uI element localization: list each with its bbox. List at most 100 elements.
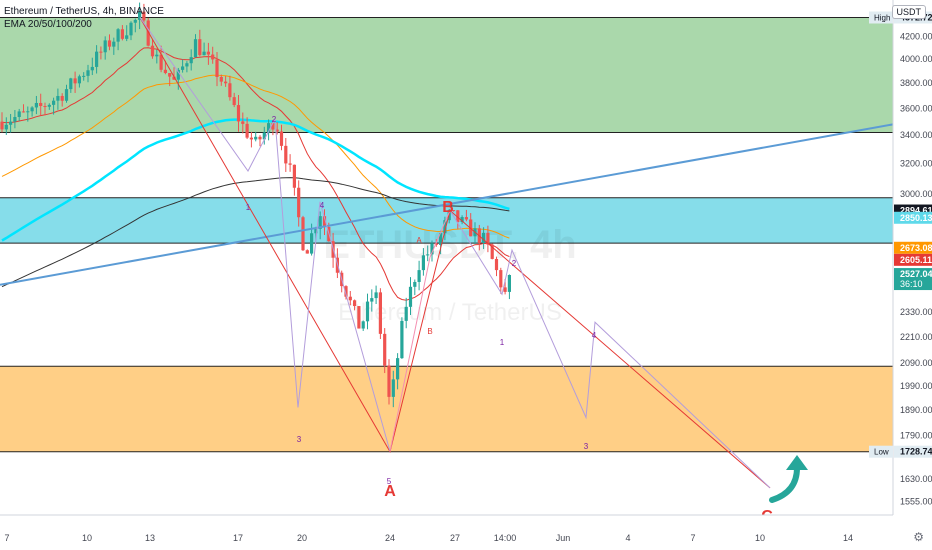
candle-body xyxy=(297,187,301,218)
candle-body xyxy=(112,41,116,47)
candle-body xyxy=(439,233,443,245)
candle-body xyxy=(413,281,417,287)
candle-body xyxy=(301,217,305,251)
price-tag-value: 2605.11 xyxy=(900,255,932,265)
currency-button[interactable]: USDT xyxy=(891,5,926,19)
candle-body xyxy=(64,89,69,101)
candle-body xyxy=(387,365,391,397)
candle-body xyxy=(348,296,352,301)
y-tick-label: 3800.00 xyxy=(900,78,932,88)
x-tick-label: 24 xyxy=(385,533,395,543)
watermark-name: Ethereum / TetherUS xyxy=(338,299,562,326)
y-tick-label: 1555.00 xyxy=(900,496,932,506)
candle-body xyxy=(99,51,103,53)
candle-body xyxy=(318,216,322,229)
candle-body xyxy=(314,228,318,234)
candle-body xyxy=(90,66,94,71)
candle-body xyxy=(47,104,51,107)
candle-body xyxy=(215,59,219,77)
candle-body xyxy=(443,220,447,234)
candle-body xyxy=(103,40,107,53)
candle-body xyxy=(236,105,241,122)
candle-body xyxy=(305,250,309,254)
x-tick-label: 17 xyxy=(233,533,243,543)
x-axis-panel xyxy=(0,515,932,550)
candle-body xyxy=(120,29,124,39)
x-tick-label: 4 xyxy=(625,533,630,543)
candle-body xyxy=(353,300,357,307)
y-tick-label: 2330.00 xyxy=(900,307,932,317)
candle-body xyxy=(4,124,8,130)
candle-body xyxy=(73,78,77,84)
x-tick-label: Jun xyxy=(556,533,571,543)
y-tick-label: 1990.00 xyxy=(900,381,932,391)
x-tick-label: 14:00 xyxy=(494,533,517,543)
y-tick-label: 1890.00 xyxy=(900,405,932,415)
candle-body xyxy=(206,51,210,55)
ema20-line xyxy=(1,47,510,301)
candle-body xyxy=(241,121,245,124)
price-tag-value: 2850.13 xyxy=(900,213,932,223)
price-tag-value: 1728.74 xyxy=(900,447,932,457)
candle-body xyxy=(86,70,90,76)
candle-body xyxy=(185,63,189,67)
wave-label: 1 xyxy=(500,338,505,347)
gear-icon[interactable]: ⚙ xyxy=(913,530,924,544)
y-tick-label: 1630.00 xyxy=(900,474,932,484)
candle-body xyxy=(267,123,271,133)
candle-body xyxy=(138,11,142,20)
candle-body xyxy=(176,69,180,80)
wave-label: 4 xyxy=(320,201,325,210)
y-tick-label: 3000.00 xyxy=(900,189,932,199)
candle-body xyxy=(125,35,129,39)
candle-body xyxy=(344,286,348,297)
candle-body xyxy=(254,136,258,140)
candle-body xyxy=(77,76,81,84)
zones-layer xyxy=(0,16,893,453)
projection-wave-path xyxy=(449,210,771,489)
candle-body xyxy=(30,107,34,112)
zone-supply xyxy=(0,17,893,133)
candle-body xyxy=(284,145,288,164)
price-tag-name-box xyxy=(869,445,893,458)
b-wave-path xyxy=(389,210,451,452)
impulse-wave-path xyxy=(139,17,391,452)
drawings-layer xyxy=(0,17,894,503)
ema-layer xyxy=(1,47,510,301)
candle-body xyxy=(288,163,292,165)
price-tag-box xyxy=(894,253,932,266)
candle-body xyxy=(322,216,327,227)
candle-body xyxy=(146,20,150,46)
arrow-shaft xyxy=(769,465,800,503)
wave-label: 3 xyxy=(584,442,589,451)
y-tick-label: 2210.00 xyxy=(900,332,932,342)
candle-body xyxy=(494,258,499,271)
wave-label: B xyxy=(442,199,454,216)
x-tick-label: 7 xyxy=(690,533,695,543)
candle-body xyxy=(172,76,176,80)
y-tick-label: 3400.00 xyxy=(900,130,932,140)
x-tick-label: 7 xyxy=(4,533,9,543)
x-tick-label: 13 xyxy=(145,533,155,543)
indicator-legend[interactable]: EMA 20/50/100/200 xyxy=(4,19,92,30)
price-tag-value: 2527.04 xyxy=(900,269,932,279)
candle-body xyxy=(426,254,430,256)
candle-body xyxy=(52,100,56,105)
candle-body xyxy=(56,95,60,101)
candle-body xyxy=(271,123,275,130)
candle-body xyxy=(9,121,13,125)
candle-body xyxy=(396,358,400,380)
y-tick-label: 3600.00 xyxy=(900,103,932,113)
candle-body xyxy=(383,333,387,366)
price-tag-name-box xyxy=(869,11,893,24)
candle-body xyxy=(245,123,249,138)
candle-body xyxy=(232,97,236,106)
candle-body xyxy=(60,95,64,101)
candle-body xyxy=(464,217,468,220)
candle-body xyxy=(292,164,296,188)
candle-body xyxy=(249,137,253,140)
candle-body xyxy=(503,287,507,292)
candle-body xyxy=(279,131,284,146)
